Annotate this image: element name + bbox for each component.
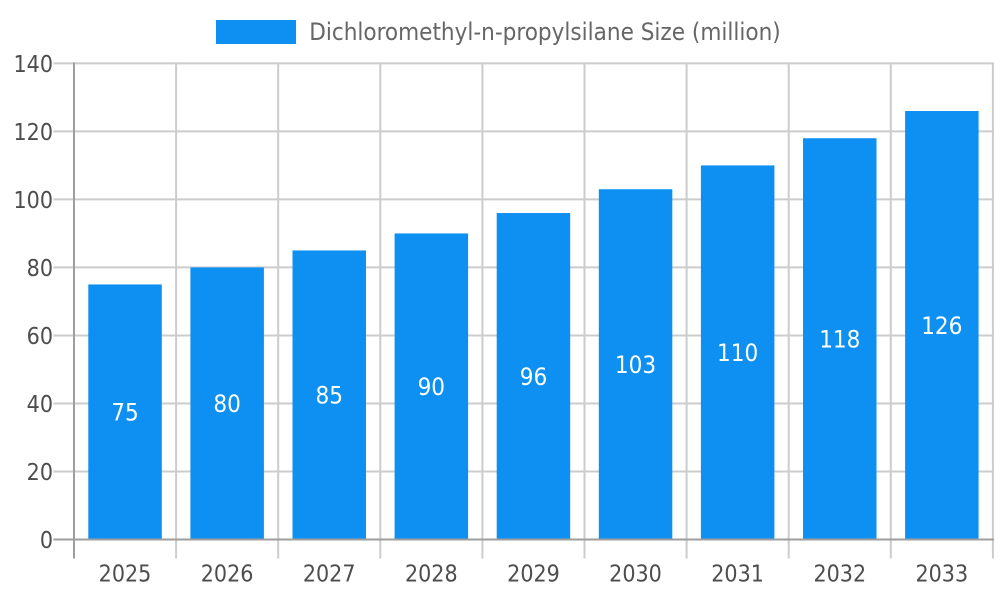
svg-text:120: 120	[14, 120, 54, 146]
svg-text:2033: 2033	[915, 562, 968, 588]
svg-text:110: 110	[717, 339, 758, 367]
svg-text:2032: 2032	[813, 562, 866, 588]
svg-text:20: 20	[27, 460, 53, 486]
svg-text:126: 126	[921, 312, 962, 340]
svg-text:2028: 2028	[405, 562, 458, 588]
svg-text:2029: 2029	[507, 562, 560, 588]
svg-text:40: 40	[27, 392, 53, 418]
svg-text:140: 140	[14, 52, 54, 78]
svg-text:2027: 2027	[303, 562, 356, 588]
svg-text:75: 75	[111, 399, 138, 427]
svg-text:2030: 2030	[609, 562, 662, 588]
svg-text:60: 60	[27, 324, 53, 350]
svg-text:80: 80	[213, 390, 240, 418]
svg-text:85: 85	[315, 382, 342, 410]
svg-text:103: 103	[615, 351, 656, 379]
svg-text:2025: 2025	[99, 562, 152, 588]
svg-text:2026: 2026	[201, 562, 254, 588]
svg-text:90: 90	[418, 373, 445, 401]
svg-text:96: 96	[520, 363, 547, 391]
svg-text:118: 118	[819, 326, 860, 354]
svg-text:80: 80	[27, 256, 53, 282]
svg-text:Dichloromethyl-n-propylsilane: Dichloromethyl-n-propylsilane Size (mill…	[309, 18, 781, 46]
svg-text:2031: 2031	[711, 562, 764, 588]
svg-text:100: 100	[14, 188, 54, 214]
svg-text:0: 0	[40, 528, 53, 554]
